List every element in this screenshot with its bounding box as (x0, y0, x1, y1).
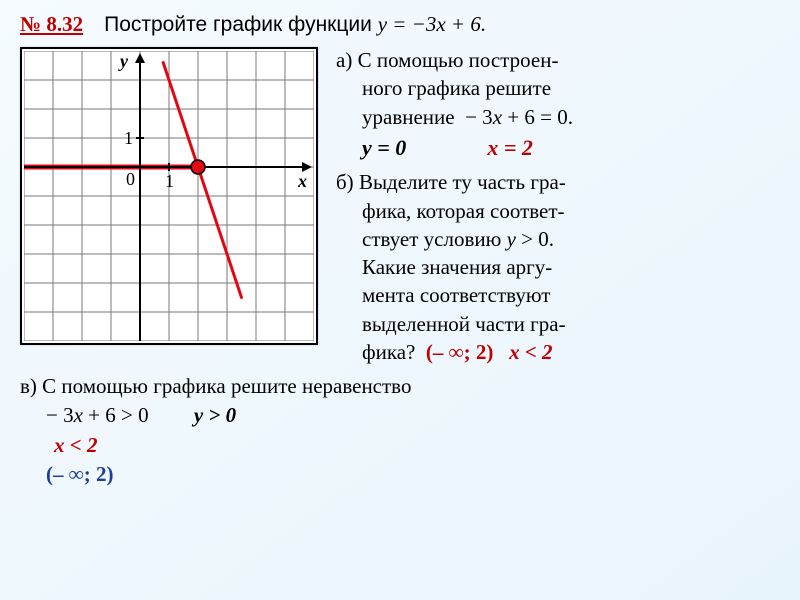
task-v-answer-interval: (– ∞; 2) (46, 462, 113, 486)
task-v-answer-x: x < 2 (54, 433, 97, 457)
task-v: в) С помощью графика решите неравенство … (20, 373, 780, 488)
task-b-line-1: Выделите ту часть гра- (359, 170, 566, 194)
header-prompt: Постройте график функции (104, 13, 378, 36)
task-a: а) С помощью построен- ного графика реши… (336, 47, 780, 161)
task-b: б) Выделите ту часть гра- фика, которая … (336, 169, 780, 365)
task-a-line-2: ного графика решите (336, 75, 780, 101)
task-v-line-1: С помощью графика решите неравенство (42, 374, 411, 398)
problem-number: № 8.32 (20, 12, 83, 36)
task-b-line-4: Какие значения аргу- (336, 254, 780, 280)
task-b-label: б) (336, 170, 354, 194)
task-v-condition-y: y > 0 (194, 403, 236, 427)
svg-text:1: 1 (124, 128, 133, 148)
task-a-answer-x: x = 2 (487, 134, 533, 162)
task-a-line-3b: + 6 = 0. (502, 105, 573, 129)
svg-text:x: x (297, 171, 307, 191)
svg-text:1: 1 (165, 171, 174, 191)
task-a-label: а) (336, 48, 352, 72)
task-b-line-2: фика, которая соответ- (336, 198, 780, 224)
task-a-line-1: С помощью построен- (358, 48, 559, 72)
task-b-line-3a: ствует условию (362, 227, 507, 251)
task-b-line-6: выделенной части гра- (336, 311, 780, 337)
task-b-line-3b: > 0. (516, 227, 554, 251)
task-b-line-5: мента соответствуют (336, 282, 780, 308)
task-a-line-3a: уравнение − 3 (362, 105, 493, 129)
header-formula: y = −3x + 6. (378, 12, 486, 36)
header: № 8.32 Постройте график функции y = −3x … (20, 12, 780, 37)
task-v-ineq-a: − 3 (46, 403, 74, 427)
task-a-answer-y: y = 0 (362, 134, 406, 162)
task-b-answer-interval: (– ∞; 2) (426, 340, 493, 364)
task-b-answer-x: x < 2 (509, 340, 552, 364)
task-v-label: в) (20, 374, 37, 398)
function-graph: 0 1 1 x y (24, 51, 314, 341)
svg-text:0: 0 (126, 169, 135, 189)
task-v-ineq-b: + 6 > 0 (83, 403, 149, 427)
graph-panel: 0 1 1 x y (20, 47, 318, 345)
svg-text:y: y (118, 51, 129, 71)
task-b-line-7: фика? (362, 340, 415, 364)
